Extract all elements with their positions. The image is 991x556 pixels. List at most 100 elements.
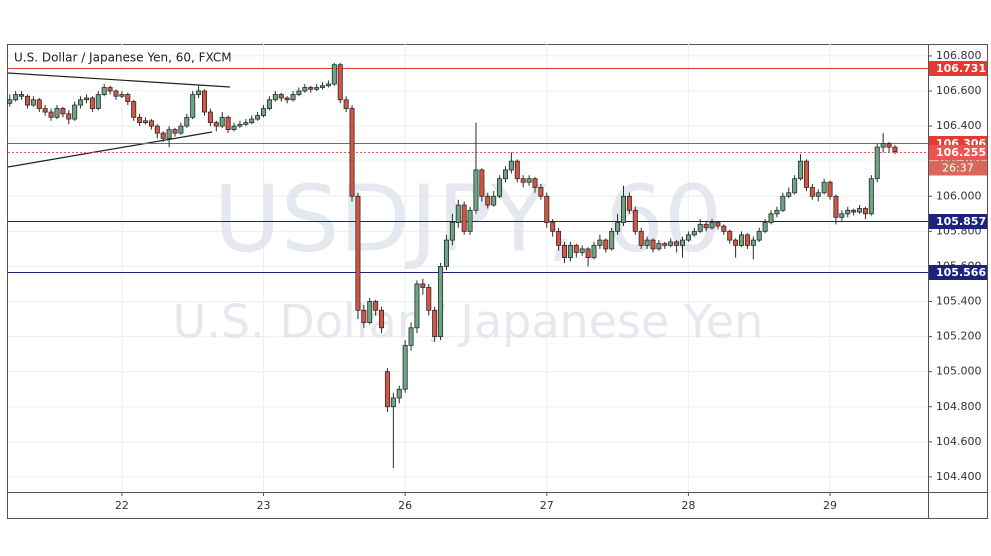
candle-body [727,230,733,241]
candle-body [880,143,886,148]
chart-title: U.S. Dollar / Japanese Yen, 60, FXCM [14,51,232,65]
candle-body [892,146,898,152]
candle-body [550,222,556,232]
candle-body [638,230,644,246]
candle-body [438,266,444,337]
candle-body [137,116,143,123]
candle-body [733,239,739,246]
levels [8,68,928,273]
candle-body [231,125,237,131]
candle-body [851,209,857,213]
candle-body [148,120,154,127]
candle-body [13,94,19,101]
candle-body [774,209,780,215]
candle-body [685,234,691,241]
level-label-box [929,214,987,229]
candle-body [154,125,160,134]
candle-body [874,146,880,180]
candle-body [54,108,60,118]
x-tick-label: 22 [115,499,129,512]
y-tick-label: 106.800 [936,49,982,62]
candle-body [60,108,66,115]
candle-body [24,95,30,106]
candle-body [514,160,520,180]
x-tick-label: 29 [823,499,837,512]
trend-line [7,131,213,168]
candle-body [709,222,715,229]
candle-body [473,169,479,211]
candle-body [561,244,567,259]
candle-body [650,239,656,250]
candle-body [308,87,314,90]
candle-body [178,125,184,134]
y-tick-label: 106.600 [936,84,982,97]
x-tick-label: 28 [681,499,695,512]
candle-body [83,97,89,101]
candle-body [36,99,42,109]
candle-body [750,239,756,246]
candle-body [255,115,261,120]
candle-body [886,143,892,148]
y-tick-label: 104.600 [936,435,982,448]
candle-body [656,243,662,250]
candle-body [620,195,626,223]
candle-body [721,225,727,232]
candle-body [172,129,178,134]
x-tick-label: 26 [398,499,412,512]
candle-body [792,178,798,194]
candle-body [89,97,95,109]
candle-body [361,309,367,323]
candle-body [278,94,284,99]
candle-body [72,104,78,120]
axis: 104.400 104.600 104.800 105.000 105.200 105.4… [115,49,987,512]
candle-body [420,283,426,288]
candle-body [544,195,550,223]
candle-body [485,195,491,206]
candle-body [396,388,402,399]
candle-body [532,178,538,188]
candle-body [225,116,231,131]
candle-body [827,181,833,197]
frame [7,44,988,519]
candle-body [355,195,361,311]
candle-body [190,94,196,118]
candle-body [786,192,792,197]
candle-body [119,94,125,97]
candle-body [691,230,697,236]
candle-body [585,248,591,259]
x-tick-label: 27 [540,499,554,512]
candle-body [491,195,497,206]
countdown-box [929,160,987,176]
candle-body [101,87,107,95]
candle-body [213,122,219,127]
candle-body [626,195,632,211]
level-label: 106.731 [936,62,986,75]
candles [7,62,898,469]
candle-body [30,99,36,106]
candle-body [337,64,343,101]
candle-body [609,230,615,250]
candle-body [780,195,786,211]
candle-body [414,283,420,329]
candle-body [272,94,278,101]
candle-body [402,344,408,390]
candle-body [237,123,243,127]
candle-body [261,108,267,116]
candle-body [131,101,137,118]
candle-body [833,195,839,218]
candle-body [384,371,390,408]
candle-body [508,160,514,171]
candle-body [19,94,25,97]
candle-body [573,244,579,253]
level-label: 105.566 [936,266,986,279]
candle-body [379,309,385,329]
candle-body [408,327,414,346]
candle-body [644,239,650,246]
y-tick-label: 105.000 [936,365,982,378]
candle-body [449,222,455,241]
candle-body [219,116,225,127]
candle-body [461,204,467,232]
candle-body [632,209,638,232]
candle-body [426,287,432,311]
